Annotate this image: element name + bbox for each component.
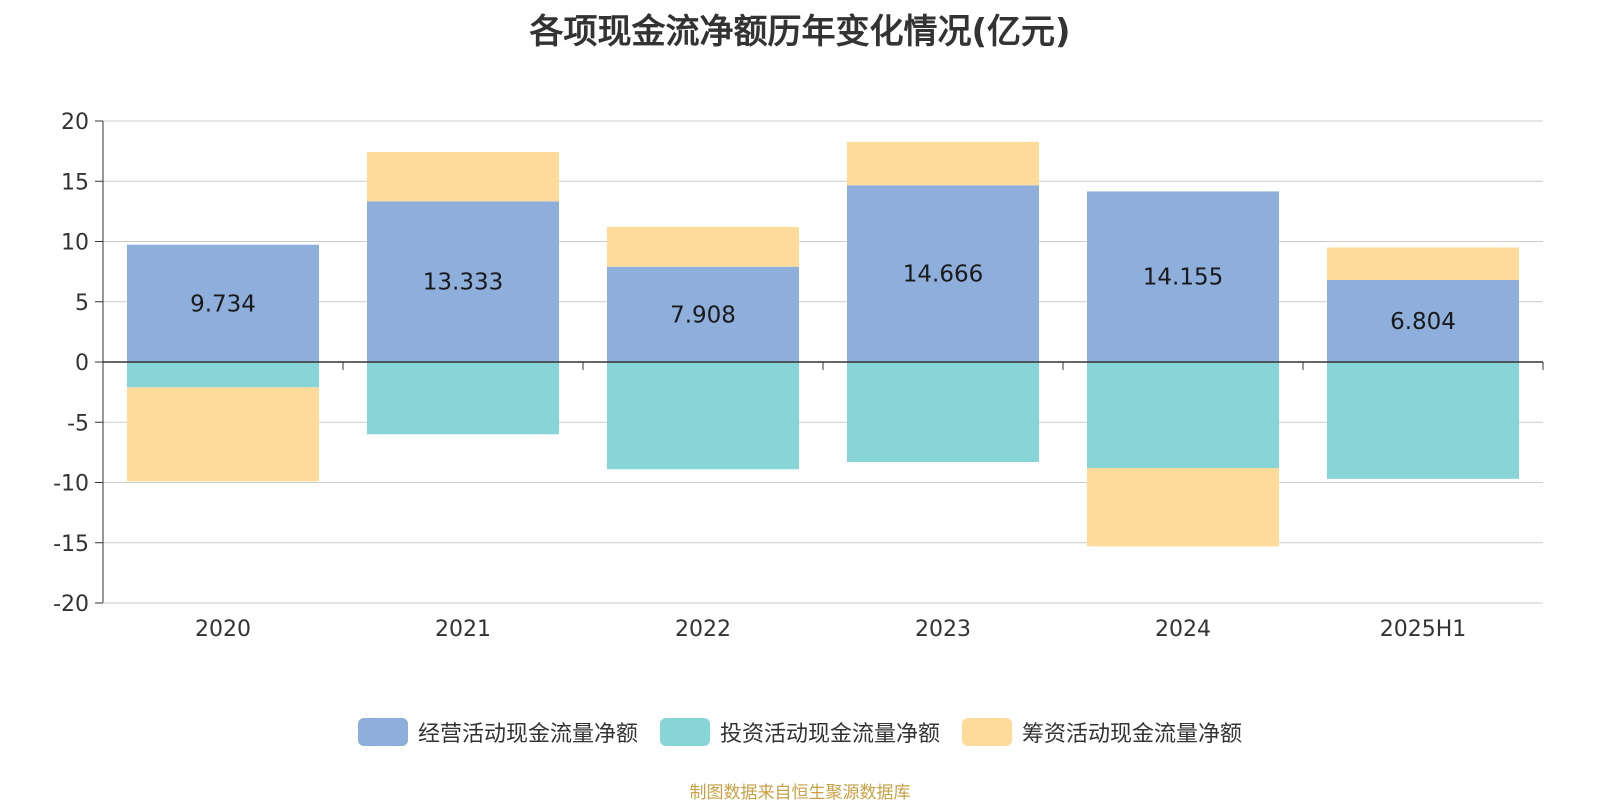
legend-item-financing[interactable]: 筹资活动现金流量净额 xyxy=(962,716,1242,748)
y-tick-label: -15 xyxy=(53,532,89,557)
bar-2022-s1 xyxy=(607,362,799,470)
x-tick-label: 2021 xyxy=(435,617,491,642)
legend: 经营活动现金流量净额 投资活动现金流量净额 筹资活动现金流量净额 xyxy=(0,716,1600,748)
bar-2025H1-s0 xyxy=(1327,280,1519,362)
legend-label-operating: 经营活动现金流量净额 xyxy=(417,722,638,747)
legend-swatch-operating xyxy=(357,718,408,746)
bar-2024-s0 xyxy=(1087,191,1279,362)
bar-2024-s2 xyxy=(1087,468,1279,547)
bar-2023-s0 xyxy=(847,185,1039,362)
y-tick-label: -20 xyxy=(53,592,89,617)
chart-title: 各项现金流净额历年变化情况(亿元) xyxy=(529,12,1071,52)
legend-swatch-investing xyxy=(659,718,710,746)
legend-item-operating[interactable]: 经营活动现金流量净额 xyxy=(357,716,638,748)
bar-2023-s1 xyxy=(847,362,1039,463)
y-tick-label: 10 xyxy=(61,231,89,256)
bar-2021-s0 xyxy=(367,201,559,362)
bar-2021-s2 xyxy=(367,151,559,202)
data-label: 14.155 xyxy=(1143,265,1223,291)
bar-2025H1-s2 xyxy=(1327,247,1519,281)
x-tick-label: 2024 xyxy=(1155,617,1211,642)
bar-2022-s0 xyxy=(607,266,799,362)
y-tick-label: 20 xyxy=(61,110,89,135)
bar-2023-s2 xyxy=(847,141,1039,186)
y-tick-label: 5 xyxy=(75,291,89,316)
y-tick-label: -5 xyxy=(67,411,89,436)
bar-2022-s2 xyxy=(607,226,799,267)
bar-2020-s0 xyxy=(127,244,319,362)
data-label: 9.734 xyxy=(190,291,256,317)
source-footer: 制图数据来自恒生聚源数据库 xyxy=(689,783,911,803)
x-tick-label: 2025H1 xyxy=(1380,617,1467,642)
x-tick-label: 2023 xyxy=(915,617,971,642)
data-label: 6.804 xyxy=(1390,309,1456,335)
legend-swatch-financing xyxy=(962,718,1012,746)
bar-2021-s1 xyxy=(367,362,559,435)
x-tick-label: 2020 xyxy=(195,617,251,642)
data-label: 7.908 xyxy=(670,302,736,328)
legend-label-investing: 投资活动现金流量净额 xyxy=(719,722,940,747)
y-tick-label: -10 xyxy=(53,472,89,497)
bar-2020-s2 xyxy=(127,387,319,482)
bar-2024-s1 xyxy=(1087,362,1279,469)
x-tick-label: 2022 xyxy=(675,617,731,642)
data-label: 14.666 xyxy=(903,262,983,288)
bar-2020-s1 xyxy=(127,362,319,388)
data-label: 13.333 xyxy=(423,270,503,296)
bar-2025H1-s1 xyxy=(1327,362,1519,479)
legend-label-financing: 筹资活动现金流量净额 xyxy=(1022,722,1243,747)
y-tick-label: 15 xyxy=(61,170,89,195)
y-tick-label: 0 xyxy=(75,351,89,376)
legend-item-investing[interactable]: 投资活动现金流量净额 xyxy=(659,716,940,748)
